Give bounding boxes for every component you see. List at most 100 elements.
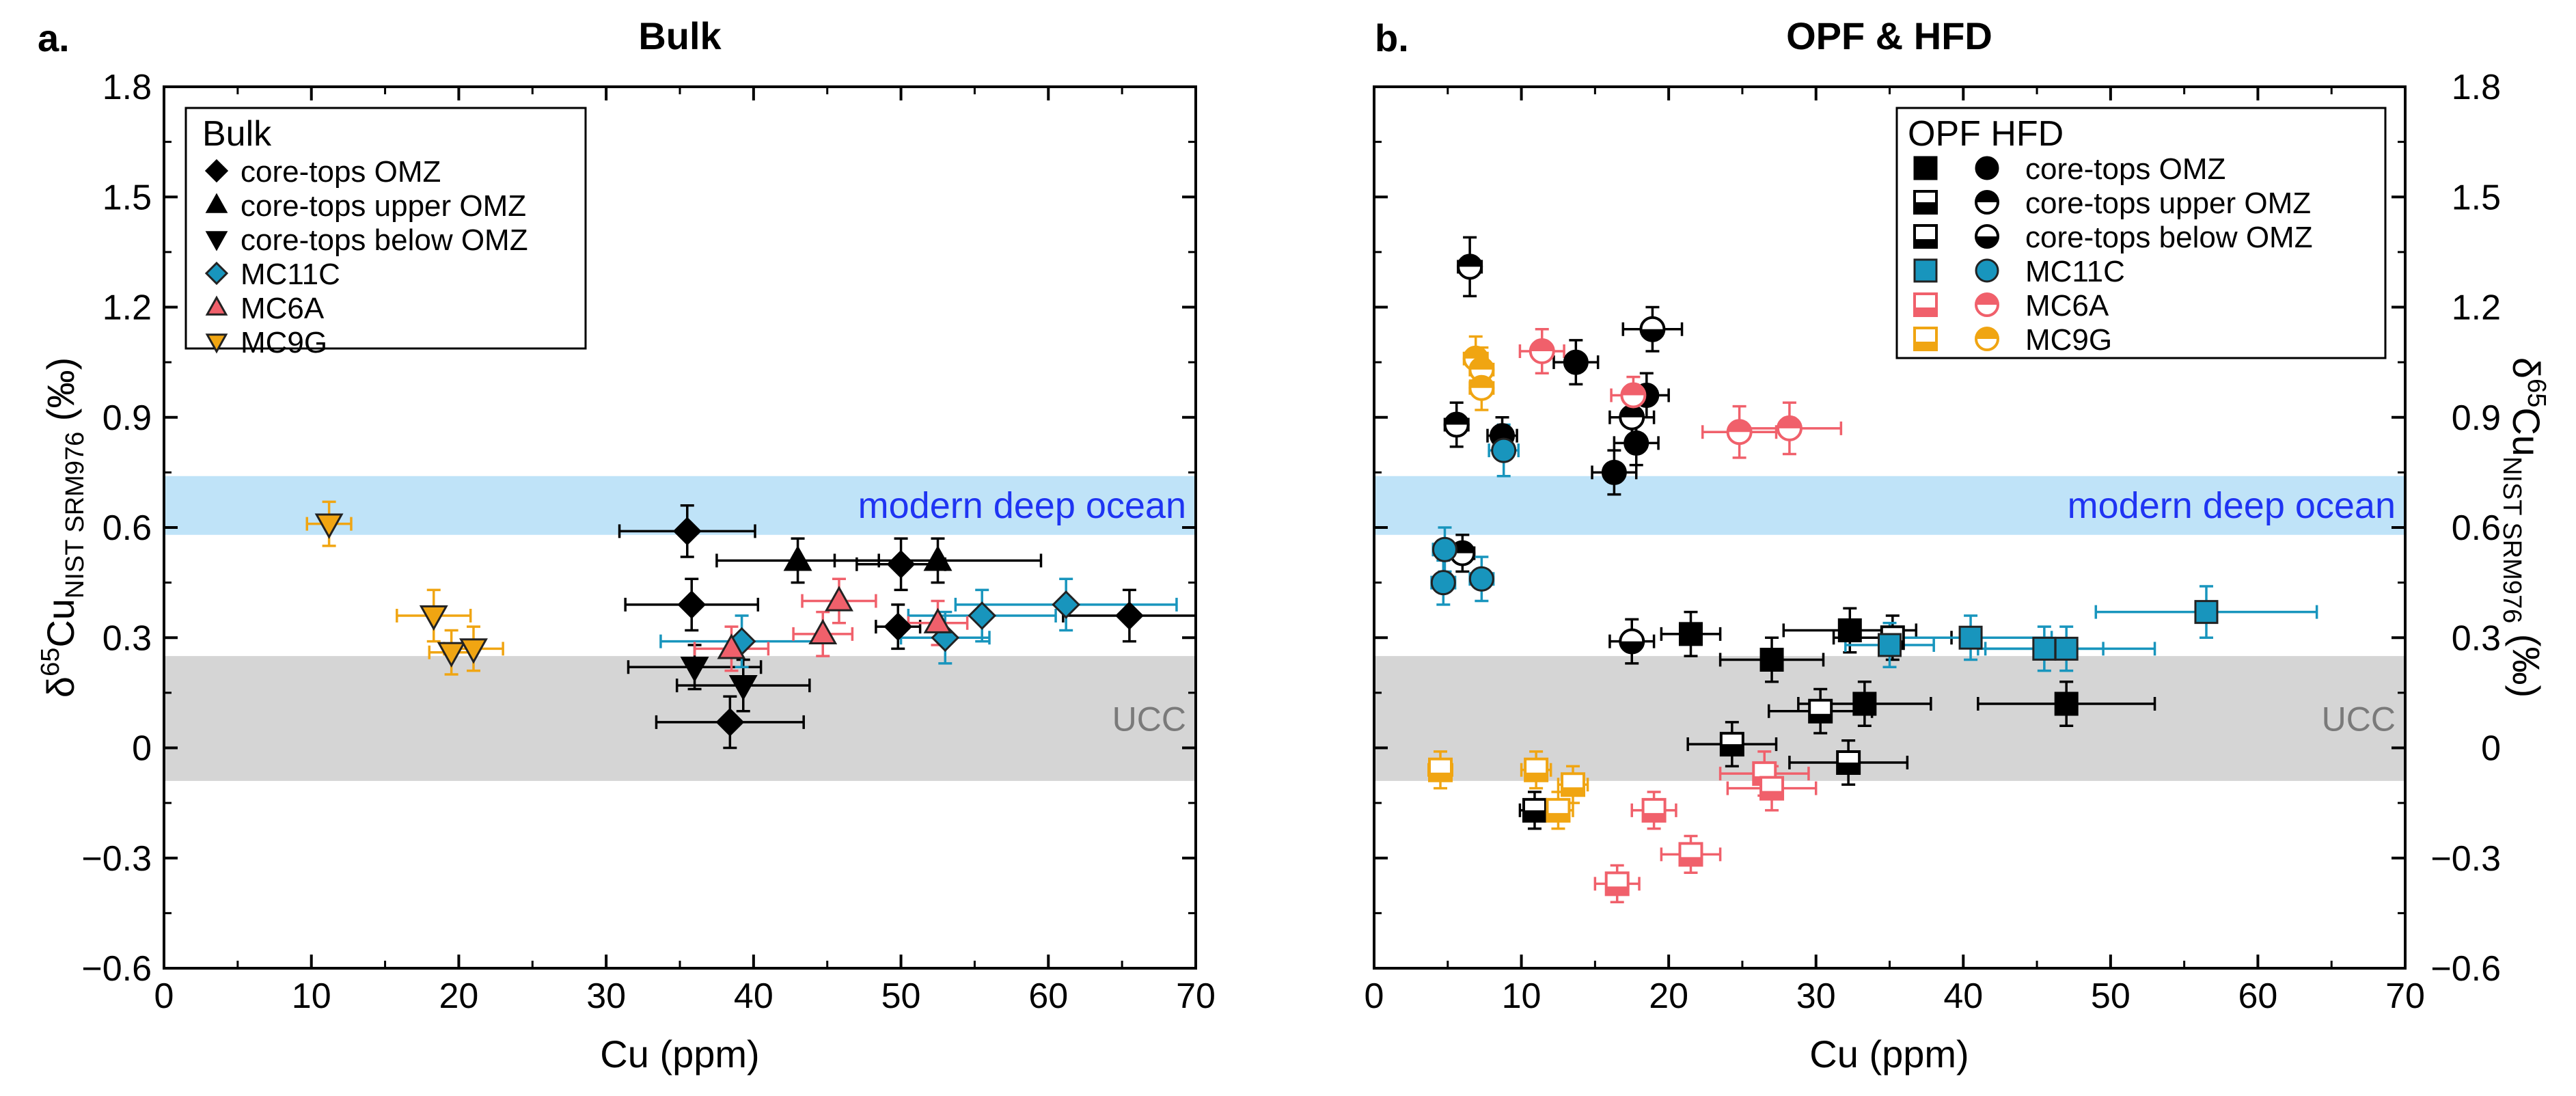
data-point-hfd-core-tops-upper-omz-fill [1458,255,1482,267]
data-point-hfd-mc6a-fill [1621,383,1645,396]
data-point-core-tops-upper-omz-body [783,545,812,571]
data-point-hfd-mc6a [1529,338,1555,364]
data-point-hfd-core-tops-omz [1563,349,1589,375]
data-point-mc9g-body [419,605,448,631]
y-tick-label: 0.6 [2452,508,2501,548]
errorbar-core-tops-omz [618,504,756,558]
chart-title-a: Bulk [638,14,722,57]
data-point-mc9g [314,513,344,539]
data-point-mc11c [968,601,997,630]
data-point-hfd-mc9g-fill [1470,357,1494,370]
data-point-opf-mc6a-fill [1643,812,1665,821]
data-point-core-tops-omz [715,708,745,737]
data-point-mc9g-body [459,638,488,664]
data-point-hfd-core-tops-omz-body [1623,430,1649,456]
data-point-mc6a [923,607,953,633]
plot-frame-a [163,85,1197,970]
data-point-mc6a-body [923,607,953,633]
legend-marker-core-tops-below-omz-body [205,231,228,251]
data-point-opf-mc6a [1678,842,1703,867]
data-point-hfd-mc11c-body [1491,437,1517,463]
data-point-opf-mc6a-fill [1680,857,1702,866]
legend-marker-core-tops-upper-omz-body [205,193,228,213]
legend-hfd-marker-mc11c-body [1975,258,1999,283]
x-tick-label: 70 [1176,976,1216,1016]
band-label-modern-deep-ocean: modern deep ocean [858,485,1186,526]
y-label-sub: NIST SRM976 [2497,456,2526,623]
y-label-sup: 65 [36,648,65,676]
data-point-core-tops-omz-body [672,517,702,546]
legend-label-core-tops-upper-omz: core-tops upper OMZ [2025,187,2311,220]
data-point-hfd-core-tops-omz [1601,459,1627,485]
data-point-opf-mc11c [1958,625,1983,650]
legend-opf-marker-mc11c-body [1913,258,1938,283]
data-point-hfd-mc6a [1726,419,1753,446]
legend-marker-mc6a-body [205,295,228,316]
x-tick-label: 0 [1365,976,1384,1016]
data-point-core-tops-below-omz-body [680,657,709,683]
x-tick-label: 50 [2091,976,2130,1016]
data-point-opf-mc9g-fill [1547,812,1570,821]
data-point-hfd-core-tops-upper-omz-fill [1444,413,1468,425]
data-point-core-tops-omz [677,590,707,619]
data-point-mc9g [459,638,488,664]
x-tick-label: 10 [1502,976,1542,1016]
data-point-opf-mc9g-fill [1525,772,1548,781]
x-tick-label: 60 [2238,976,2278,1016]
data-point-hfd-core-tops-below-omz [1619,628,1645,655]
legend-label-core-tops-below-omz: core-tops below OMZ [2025,221,2313,254]
x-tick-label: 10 [292,976,331,1016]
data-point-core-tops-omz-body [886,549,916,579]
data-point-core-tops-below-omz [680,657,709,683]
data-point-opf-core-tops-omz [1759,648,1784,672]
y-tick-label: 0.3 [2452,618,2501,658]
data-point-opf-core-tops-omz [1852,691,1877,716]
data-point-mc6a [825,586,853,612]
legend-label-mc6a: MC6A [241,292,325,325]
y-axis-label-b: δ65CuNIST SRM976 (‰) [2497,357,2551,698]
y-tick-label: 1.2 [102,288,152,328]
legend-opf-marker-core-tops-upper-omz-fill [1915,202,1936,213]
legend-marker-mc9g [205,333,228,354]
legend-hfd-marker-core-tops-upper-omz-fill [1976,191,1998,202]
y-tick-label: 0.3 [102,618,152,658]
x-tick-label: 70 [2385,976,2425,1016]
data-point-mc6a-body [808,618,838,644]
x-tick-label: 50 [881,976,921,1016]
legend-hfd-marker-mc9g-fill [1976,328,1998,339]
panel-label-b: b. [1375,16,1409,59]
legend-opf-marker-core-tops-omz [1913,156,1938,180]
legend-hfd-marker-core-tops-upper-omz [1975,190,1999,215]
data-point-opf-mc11c-body [1958,625,1983,650]
data-point-opf-core-tops-omz-body [1759,648,1784,672]
data-point-core-tops-omz [886,549,916,579]
x-tick-label: 60 [1028,976,1068,1016]
legend-hfd-marker-core-tops-omz [1975,156,1999,180]
y-tick-label: 1.2 [2452,288,2501,328]
data-point-opf-mc6a [1604,871,1630,896]
data-point-opf-mc11c [2032,636,2057,661]
y-tick-label: 0 [132,729,152,769]
data-point-hfd-mc6a [1776,415,1803,441]
x-tick-label: 0 [154,976,174,1016]
legend-opf-marker-mc6a-fill [1915,307,1936,316]
data-point-opf-mc9g-fill [1562,787,1585,796]
y-tick-label: 1.8 [2452,68,2501,107]
legend-opf-marker-mc11c [1913,258,1938,283]
data-point-opf-mc11c [2054,636,2079,661]
data-point-opf-core-tops-below-omz-fill [1809,713,1832,722]
data-point-opf-mc11c-body [2054,636,2079,661]
legend-hfd-marker-core-tops-omz-body [1975,156,1999,180]
y-label-sup: 65 [2522,379,2551,407]
data-point-opf-core-tops-omz [2054,691,2079,716]
data-point-hfd-mc11c-body [1431,536,1457,562]
data-point-hfd-core-tops-upper-omz [1443,411,1470,438]
y-tick-label: 0 [2481,729,2501,769]
plot-frame-b [1373,85,2407,970]
y-tick-label: −0.3 [2430,839,2501,879]
y-axis-label-a: δ65CuNIST SRM976 (‰) [36,357,90,698]
data-point-opf-mc9g [1561,772,1586,797]
legend-label-mc11c: MC11C [241,258,340,291]
band-ucc [164,656,1196,781]
